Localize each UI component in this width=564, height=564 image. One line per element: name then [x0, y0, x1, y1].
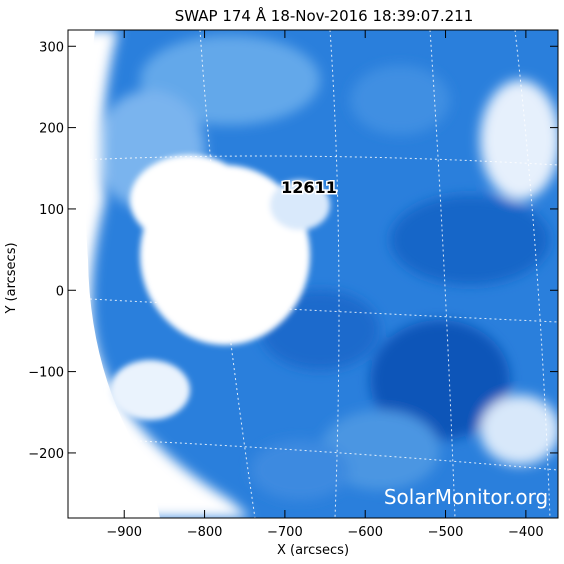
y-tick-label: 300	[39, 40, 64, 55]
y-axis-ticks: −200 −100 0 100 200 300	[28, 40, 558, 462]
x-tick-label: −400	[508, 525, 544, 540]
x-axis-label: X (arcsecs)	[277, 543, 349, 558]
active-region-label: 12611	[281, 178, 337, 197]
heliographic-grid	[69, 30, 558, 518]
figure-title: SWAP 174 Å 18-Nov-2016 18:39:07.211	[175, 6, 474, 25]
y-tick-label: 100	[39, 203, 64, 218]
sun-image	[68, 30, 558, 518]
x-tick-label: −700	[267, 525, 303, 540]
plot-frame	[67, 29, 559, 519]
off-limb-area	[68, 30, 160, 518]
x-tick-label: −500	[428, 525, 464, 540]
y-tick-label: −200	[28, 447, 64, 462]
x-tick-label: −800	[187, 525, 223, 540]
y-tick-label: 0	[56, 284, 64, 299]
watermark: SolarMonitor.org	[384, 485, 548, 509]
y-tick-label: −100	[28, 366, 64, 381]
y-tick-label: 200	[39, 122, 64, 137]
x-tick-label: −600	[347, 525, 383, 540]
y-axis-label: Y (arcsecs)	[4, 242, 19, 314]
x-axis-ticks: −900 −800 −700 −600 −500 −400	[106, 30, 544, 540]
x-tick-label: −900	[106, 525, 142, 540]
active-region-12611	[110, 155, 330, 420]
